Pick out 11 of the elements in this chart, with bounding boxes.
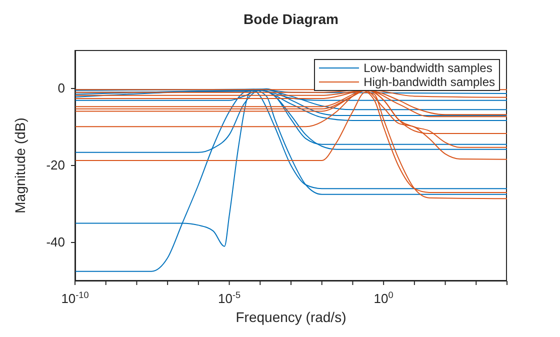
legend-label: Low-bandwidth samples [364, 61, 492, 75]
y-tick-label: -40 [46, 234, 65, 250]
x-tick-label: 10$^{-10}$ [61, 290, 89, 306]
x-tick-label: 10$^{-5}$ [218, 290, 241, 306]
chart-title: Bode Diagram [242, 11, 340, 27]
y-axis-title: Magnitude (dB) [12, 118, 28, 214]
y-tick-label: -20 [46, 158, 65, 172]
x-axis-title: Frequency (rad/s) [236, 309, 346, 325]
legend-label: High-bandwidth samples [364, 75, 495, 89]
x-tick-label: 10$^{0}$ [374, 290, 394, 306]
y-tick-label: 0 [58, 80, 65, 96]
